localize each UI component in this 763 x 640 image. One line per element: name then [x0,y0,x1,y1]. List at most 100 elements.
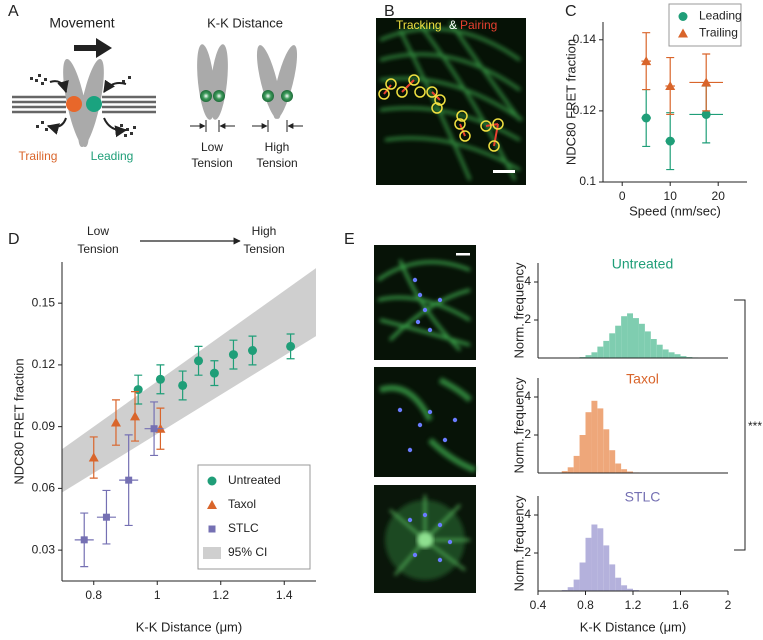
hist-bar [561,471,568,473]
legend-label: STLC [228,521,259,535]
hist-bar [680,356,687,358]
marker [701,109,711,119]
hist-bar [573,579,580,591]
legend-marker [208,525,216,533]
hist-bar [615,577,622,591]
marker [665,81,676,90]
hist-bar [650,339,657,358]
x-axis-label: K-K Distance (μm) [580,619,686,634]
label: K-K Distance [207,15,283,30]
y-tick-label: 2 [524,545,531,559]
chart-title: Taxol [626,371,659,387]
marker [178,380,188,390]
marker [286,341,296,351]
y-tick-label: 0.06 [32,481,56,495]
legend: Leading Trailing [668,3,742,47]
chromosome [197,44,298,120]
label: Tension [77,242,118,256]
label: Movement [49,15,114,31]
y-tick-label: 2 [524,312,531,326]
significance: *** [748,419,762,433]
marker [209,368,219,378]
hist-bar [603,340,610,358]
marker [248,345,257,355]
legend-label: Trailing [699,26,738,40]
hist-bar [603,545,610,591]
y-axis-label: NDC80 FRET fraction [563,39,578,165]
marker [150,425,158,433]
x-tick-label: 0.8 [577,598,594,612]
hist-bar [591,352,598,358]
trailing-kinetochore [66,96,82,112]
hist-bar [644,331,651,358]
marker [110,417,121,427]
hist-bar [656,344,663,358]
y-tick-label: 0.12 [32,357,56,371]
x-tick-label: 0.8 [85,588,102,602]
legend: Untreated Taxol STLC 95% CI [197,464,311,570]
tension-header: Low Tension High Tension [77,224,284,256]
x-tick-label: 1.4 [276,588,293,602]
marker [125,476,133,484]
label: Tension [256,156,297,170]
significance-bracket [734,299,746,551]
label: Tension [243,242,284,256]
hist-bar [567,587,574,591]
hist-bar [627,313,633,358]
x-tick-label: 10 [664,189,678,203]
marker [701,77,712,87]
hist-bar [627,471,633,473]
hist-bar [615,325,622,358]
arrow [74,38,112,58]
marker [665,136,675,146]
hist-bar [579,435,586,473]
panel-label: E [344,231,355,248]
label: Trailing [19,149,58,163]
hist-bar [662,349,669,358]
legend-marker [678,12,688,21]
panel-label: C [565,3,577,20]
hist-bar [603,429,610,473]
hist-bar [609,564,616,591]
kinetochore [262,90,274,102]
legend-swatch [203,547,221,559]
hist-bar [674,354,681,358]
hist-bar [585,412,592,473]
marker [228,350,238,360]
microtubules [12,95,156,114]
hist-bar [597,346,604,358]
hist-bar [621,316,628,358]
label: High [252,224,277,238]
y-tick-label: 0.03 [32,542,56,556]
y-axis-label: Norm. frequency [511,495,526,592]
panel-b-image: Tracking & Pairing [376,18,526,185]
panel-label: D [8,231,20,248]
y-tick-label: 0.12 [573,103,597,117]
panel-a-diagram: Movement Trailing Leading K-K Distance [12,15,303,170]
x-tick-label: 2 [725,598,732,612]
hist-bar [633,318,639,358]
legend-label: 95% CI [228,545,267,559]
marker [641,113,651,123]
y-tick-label: 4 [524,389,531,403]
hist-bar [621,585,628,591]
panel-label: B [384,3,395,20]
hist-bar [591,524,598,591]
legend-marker [207,476,217,486]
hist-bar [579,562,586,591]
legend-label: Leading [699,9,742,23]
y-tick-label: 0.15 [32,295,56,309]
hist-bar [609,333,616,358]
hist-bar [585,355,592,358]
hist-bar [597,528,604,591]
label: Leading [91,149,134,163]
y-tick-label: 0.1 [579,174,596,188]
kinetochore [200,90,212,102]
y-axis-label: NDC80 FRET fraction [11,358,26,484]
y-tick-label: 0.09 [32,419,56,433]
leading-kinetochore [86,96,102,112]
label: Tension [191,156,232,170]
chart-title: Untreated [612,256,673,272]
chart-title: STLC [625,489,661,505]
